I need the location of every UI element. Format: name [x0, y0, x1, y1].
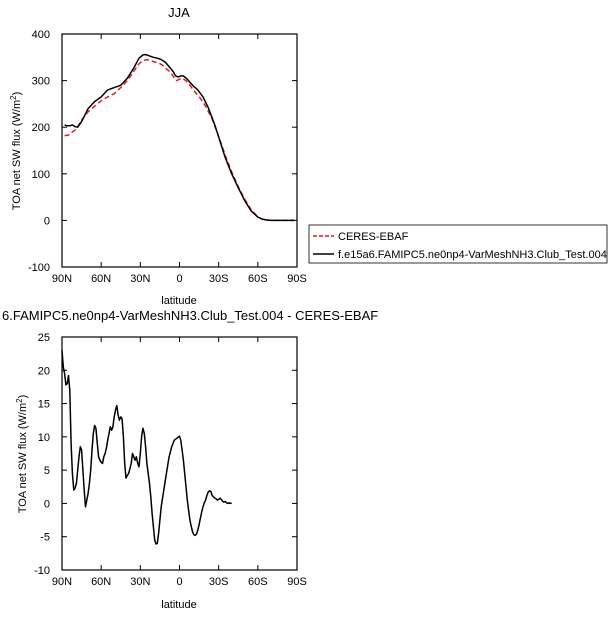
top-x-tick-label: 30S: [209, 273, 229, 285]
top-x-tick-label: 60S: [248, 273, 268, 285]
bottom-x-axis-label: latitude: [161, 599, 196, 611]
bottom-x-tick-label: 0: [176, 576, 182, 588]
legend: CERES-EBAF f.e15a6.FAMIPC5.ne0np4-VarMes…: [308, 224, 608, 264]
top-y-tick-label: 0: [44, 215, 50, 227]
legend-label-ceres: CERES-EBAF: [338, 231, 409, 243]
bottom-y-tick-label: 15: [38, 399, 50, 411]
bottom-x-tick-label: 60N: [91, 576, 111, 588]
bottom-series-line-0: [61, 350, 232, 545]
bottom-y-tick-label: 5: [44, 465, 50, 477]
top-x-axis-label: latitude: [161, 295, 196, 307]
bottom-y-axis-label: TOA net SW flux (W/m2): [15, 395, 29, 514]
bottom-x-tick-label: 90S: [287, 576, 307, 588]
bottom-plot-frame: [61, 336, 298, 571]
top-y-tick-label: -100: [28, 262, 50, 274]
top-y-tick-label: 400: [32, 29, 50, 41]
bottom-y-tick-label: 10: [38, 432, 50, 444]
top-y-tick-label: 100: [32, 169, 50, 181]
top-chart-title: JJA: [168, 5, 190, 20]
top-x-tick-label: 30N: [130, 273, 150, 285]
bottom-y-tick-label: 25: [38, 332, 50, 344]
bottom-x-tick-label: 30S: [209, 576, 229, 588]
bottom-chart-panel: 6.FAMIPC5.ne0np4-VarMeshNH3.Club_Test.00…: [2, 308, 378, 611]
top-x-tick-label: 60N: [91, 273, 111, 285]
legend-label-model: f.e15a6.FAMIPC5.ne0np4-VarMeshNH3.Club_T…: [338, 249, 607, 261]
top-plot-frame: [61, 33, 298, 268]
bottom-x-tick-label: 60S: [248, 576, 268, 588]
top-chart-panel: JJA 90N 60N 30N 0 30S 60S 90S -100 0 100 200 300 400…: [9, 5, 608, 307]
top-y-tick-label: 200: [32, 122, 50, 134]
bottom-y-tick-label: -10: [34, 565, 50, 577]
top-x-tick-label: 90N: [52, 273, 72, 285]
legend-box: [308, 224, 608, 264]
bottom-y-tick-label: -5: [40, 532, 50, 544]
top-x-tick-label: 0: [176, 273, 182, 285]
top-series-line-1: [64, 53, 295, 222]
bottom-y-tick-label: 20: [38, 365, 50, 377]
top-series-line-0: [64, 58, 295, 222]
top-y-tick-label: 300: [32, 76, 50, 88]
bottom-x-tick-label: 30N: [130, 576, 150, 588]
bottom-y-tick-label: 0: [44, 498, 50, 510]
top-y-axis-label: TOA net SW flux (W/m2): [9, 92, 23, 211]
bottom-chart-title: 6.FAMIPC5.ne0np4-VarMeshNH3.Club_Test.00…: [2, 308, 378, 323]
bottom-x-tick-label: 90N: [52, 576, 72, 588]
top-x-tick-label: 90S: [287, 273, 307, 285]
